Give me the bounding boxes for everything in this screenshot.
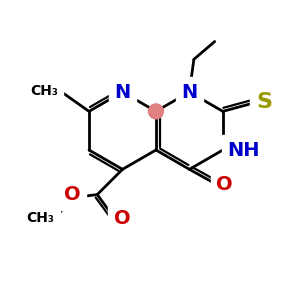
Circle shape: [148, 104, 164, 119]
Text: N: N: [181, 82, 197, 101]
Text: O: O: [114, 209, 130, 228]
Text: S: S: [256, 92, 272, 112]
Circle shape: [182, 85, 197, 100]
Text: O: O: [216, 175, 233, 194]
Text: N: N: [114, 82, 130, 101]
Text: CH₃: CH₃: [30, 84, 58, 98]
Text: O: O: [64, 185, 80, 204]
Text: NH: NH: [227, 140, 260, 160]
Text: CH₃: CH₃: [26, 212, 54, 225]
